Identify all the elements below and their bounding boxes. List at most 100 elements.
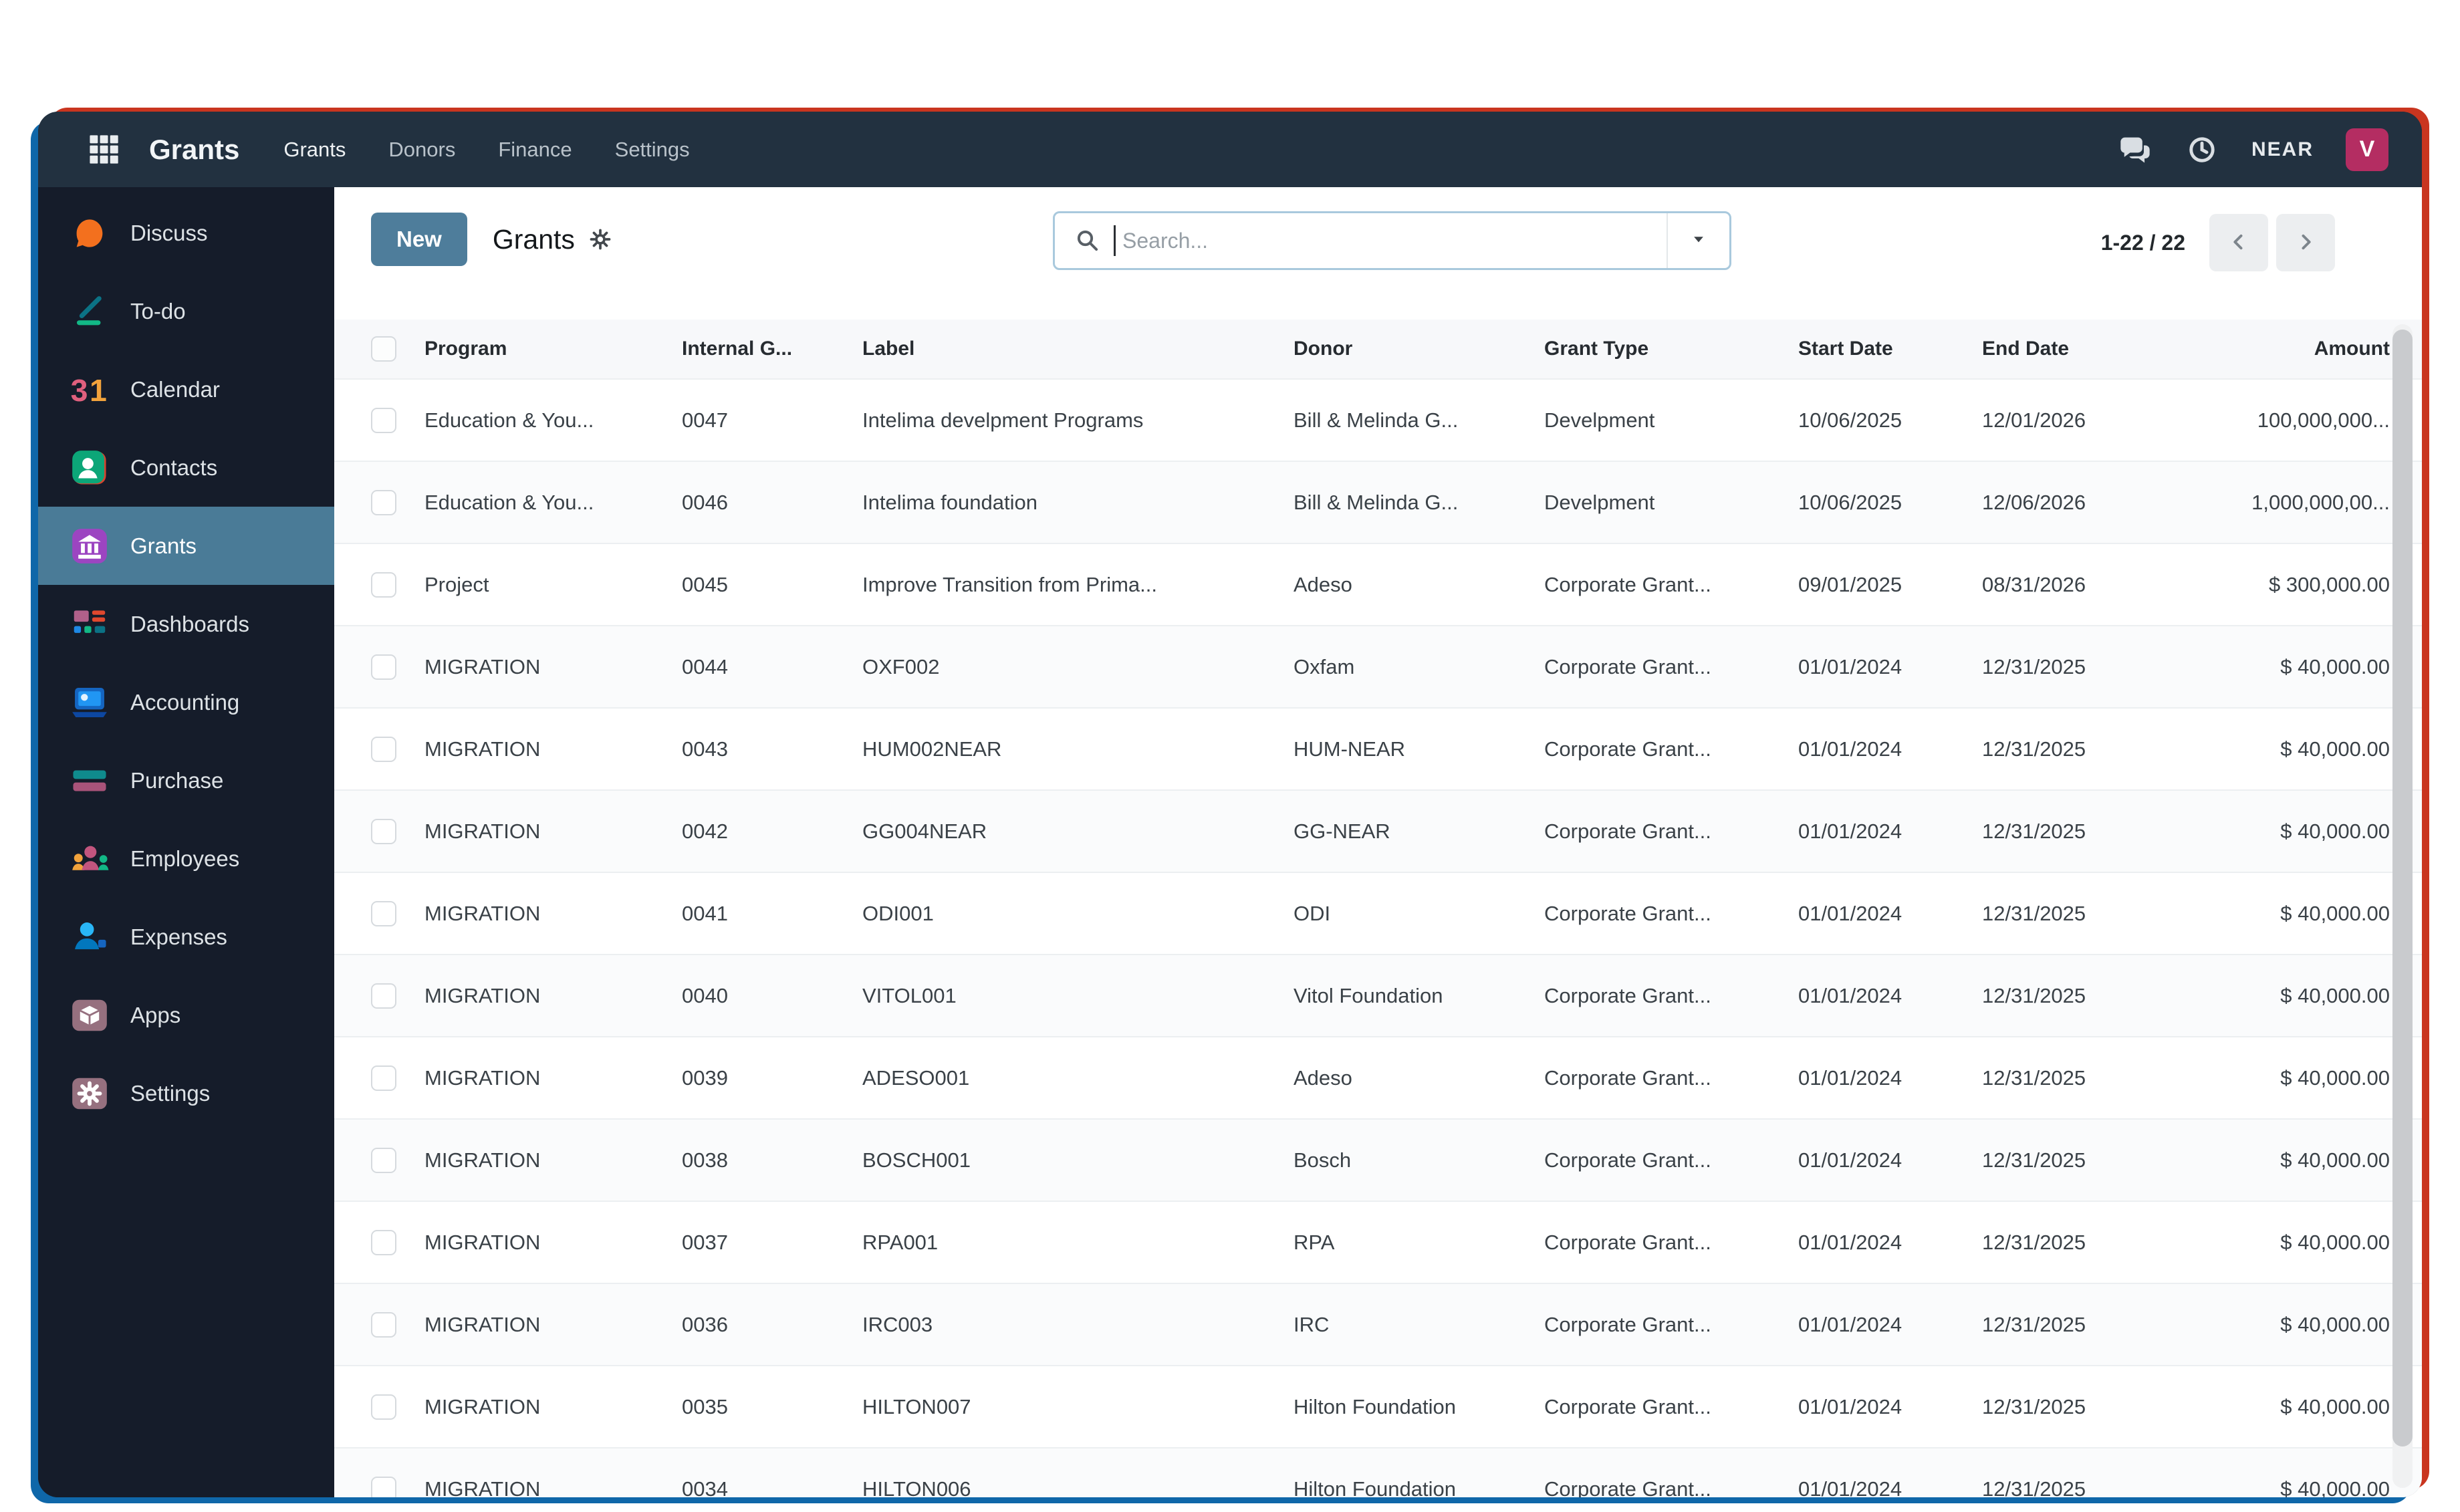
sidebar-item-apps[interactable]: Apps xyxy=(38,976,334,1054)
gear-icon[interactable] xyxy=(588,227,612,251)
table-row[interactable]: MIGRATION 0038 BOSCH001 Bosch Corporate Gran… xyxy=(334,1118,2422,1201)
cell-internal: 0034 xyxy=(682,1477,728,1498)
sidebar-item-calendar[interactable]: 3 1 Calendar xyxy=(38,350,334,428)
sidebar-menu: Discuss To-do 3 1 Calendar Contacts Grants Dash… xyxy=(38,194,334,1132)
cell-internal: 0038 xyxy=(682,1148,728,1172)
column-header-grant-type[interactable]: Grant Type xyxy=(1544,338,1649,360)
table-row[interactable]: MIGRATION 0040 VITOL001 Vitol Foundation Cor… xyxy=(334,954,2422,1036)
table-row[interactable]: MIGRATION 0037 RPA001 RPA Corporate Grant...… xyxy=(334,1201,2422,1283)
cell-internal: 0044 xyxy=(682,654,728,678)
table-row[interactable]: MIGRATION 0043 HUM002NEAR HUM-NEAR Corporate… xyxy=(334,707,2422,789)
row-checkbox[interactable] xyxy=(371,572,396,598)
table-row[interactable]: MIGRATION 0041 ODI001 ODI Corporate Grant...… xyxy=(334,872,2422,954)
cell-start-date: 01/01/2024 xyxy=(1798,819,1902,843)
column-header-donor[interactable]: Donor xyxy=(1294,338,1353,360)
grants-icon xyxy=(69,525,110,567)
row-checkbox-cell xyxy=(371,983,424,1009)
row-checkbox[interactable] xyxy=(371,1229,396,1255)
scrollbar-thumb[interactable] xyxy=(2392,330,2413,1447)
column-header-label[interactable]: Label xyxy=(862,338,915,360)
table-row[interactable]: MIGRATION 0036 IRC003 IRC Corporate Grant...… xyxy=(334,1283,2422,1365)
row-checkbox-cell xyxy=(371,1476,424,1497)
row-checkbox[interactable] xyxy=(371,489,396,515)
table-row[interactable]: Education & You... 0047 Intelima develpmen… xyxy=(334,378,2422,461)
table-row[interactable]: Project 0045 Improve Transition from Prima… xyxy=(334,543,2422,625)
column-header-program[interactable]: Program xyxy=(424,338,507,360)
row-checkbox[interactable] xyxy=(371,1065,396,1091)
cell-end-date: 12/31/2025 xyxy=(1982,1477,2086,1498)
cell-program: MIGRATION xyxy=(424,737,541,761)
grants-table: Program Internal G... Label Donor Grant Type… xyxy=(334,320,2422,1497)
row-checkbox[interactable] xyxy=(371,1476,396,1497)
sidebar-item-settings[interactable]: Settings xyxy=(38,1054,334,1132)
table-row[interactable]: MIGRATION 0034 HILTON006 Hilton Foundation C… xyxy=(334,1447,2422,1497)
pager-prev-button[interactable] xyxy=(2209,214,2268,271)
table-row[interactable]: Education & You... 0046 Intelima foundatio… xyxy=(334,461,2422,543)
table-row[interactable]: MIGRATION 0035 HILTON007 Hilton Foundation C… xyxy=(334,1365,2422,1447)
user-avatar[interactable]: V xyxy=(2346,128,2388,171)
sidebar-item-discuss[interactable]: Discuss xyxy=(38,194,334,272)
row-checkbox[interactable] xyxy=(371,1311,396,1338)
table-row[interactable]: MIGRATION 0039 ADESO001 Adeso Corporate Gran… xyxy=(334,1036,2422,1118)
sidebar-item-grants[interactable]: Grants xyxy=(38,507,334,585)
cell-amount: 100,000,000... xyxy=(2257,408,2390,432)
cell-grant-type: Corporate Grant... xyxy=(1544,901,1711,925)
select-all-checkbox[interactable] xyxy=(371,336,396,362)
row-checkbox[interactable] xyxy=(371,818,396,844)
pager-next-button[interactable] xyxy=(2276,214,2335,271)
sidebar-item-to-do[interactable]: To-do xyxy=(38,272,334,350)
pager-range: 1-22 / 22 xyxy=(2100,230,2185,255)
row-checkbox-cell xyxy=(371,489,424,515)
cell-start-date: 10/06/2025 xyxy=(1798,490,1902,514)
apps-grid-icon[interactable] xyxy=(86,132,122,168)
sidebar-item-label: Dashboards xyxy=(130,611,249,636)
chat-icon[interactable] xyxy=(2118,132,2152,167)
search-dropdown-toggle[interactable] xyxy=(1667,213,1729,268)
table-header-row: Program Internal G... Label Donor Grant Type… xyxy=(334,320,2422,378)
row-checkbox[interactable] xyxy=(371,654,396,680)
row-checkbox[interactable] xyxy=(371,983,396,1009)
top-nav-item-donors[interactable]: Donors xyxy=(388,137,456,161)
cell-start-date: 01/01/2024 xyxy=(1798,983,1902,1007)
sidebar-item-contacts[interactable]: Contacts xyxy=(38,428,334,507)
sidebar-item-expenses[interactable]: Expenses xyxy=(38,898,334,976)
column-header-end-date[interactable]: End Date xyxy=(1982,338,2070,360)
sidebar-item-purchase[interactable]: Purchase xyxy=(38,741,334,820)
table-row[interactable]: MIGRATION 0042 GG004NEAR GG-NEAR Corporate G… xyxy=(334,789,2422,872)
cell-end-date: 08/31/2026 xyxy=(1982,572,2086,596)
search-icon xyxy=(1055,227,1114,255)
column-header-start-date[interactable]: Start Date xyxy=(1798,338,1893,360)
cell-internal: 0046 xyxy=(682,490,728,514)
cell-amount: 1,000,000,00... xyxy=(2251,490,2390,514)
table-body: Education & You... 0047 Intelima develpmen… xyxy=(334,378,2422,1497)
row-checkbox-cell xyxy=(371,1311,424,1338)
search-input[interactable] xyxy=(1121,227,1667,254)
cell-program: MIGRATION xyxy=(424,1312,541,1336)
row-checkbox[interactable] xyxy=(371,900,396,926)
top-nav-item-finance[interactable]: Finance xyxy=(498,137,572,161)
top-nav-item-settings[interactable]: Settings xyxy=(614,137,690,161)
row-checkbox[interactable] xyxy=(371,407,396,433)
vertical-scrollbar[interactable] xyxy=(2392,324,2413,1488)
table-row[interactable]: MIGRATION 0044 OXF002 Oxfam Corporate Grant.… xyxy=(334,625,2422,707)
sidebar-item-accounting[interactable]: Accounting xyxy=(38,663,334,741)
column-header-internal[interactable]: Internal G... xyxy=(682,338,793,360)
sidebar-item-label: Expenses xyxy=(130,924,227,949)
cell-start-date: 01/01/2024 xyxy=(1798,1230,1902,1254)
top-nav-item-grants[interactable]: Grants xyxy=(283,137,346,161)
cell-grant-type: Corporate Grant... xyxy=(1544,1312,1711,1336)
new-button[interactable]: New xyxy=(371,213,467,266)
row-checkbox[interactable] xyxy=(371,1147,396,1173)
column-header-amount[interactable]: Amount xyxy=(2314,338,2390,360)
row-checkbox[interactable] xyxy=(371,736,396,762)
row-checkbox[interactable] xyxy=(371,1394,396,1420)
cell-label: ODI001 xyxy=(862,901,934,925)
app-brand[interactable]: Grants xyxy=(149,133,240,165)
row-checkbox-cell xyxy=(371,1065,424,1091)
clock-icon[interactable] xyxy=(2185,132,2219,167)
sidebar-item-dashboards[interactable]: Dashboards xyxy=(38,585,334,663)
sidebar-item-employees[interactable]: Employees xyxy=(38,820,334,898)
cell-amount: $ 40,000.00 xyxy=(2280,983,2390,1007)
cell-end-date: 12/06/2026 xyxy=(1982,490,2086,514)
